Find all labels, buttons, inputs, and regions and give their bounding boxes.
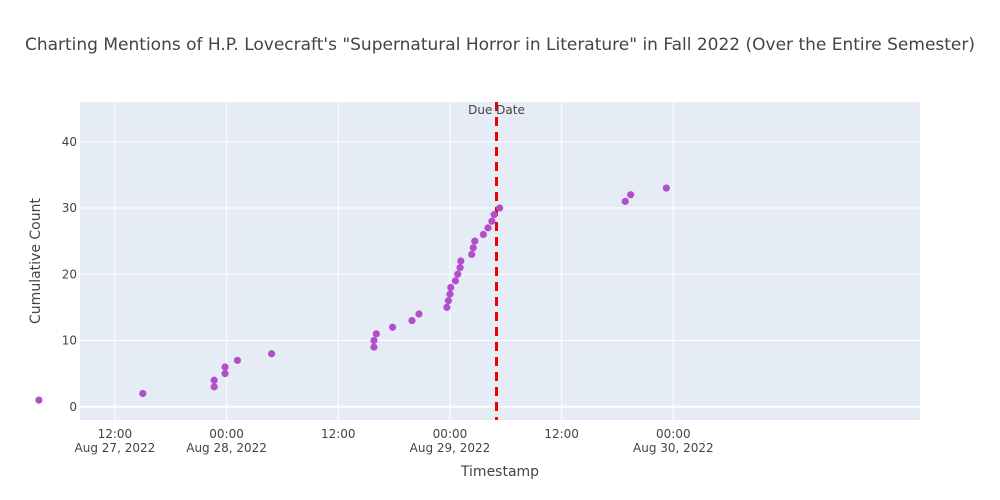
x-tick-date-label: Aug 29, 2022 (410, 441, 491, 455)
data-point[interactable] (370, 343, 378, 351)
data-point[interactable] (496, 204, 504, 212)
y-tick-label: 40 (62, 135, 77, 149)
data-point[interactable] (457, 257, 465, 265)
grid (80, 102, 920, 420)
data-point[interactable] (456, 264, 464, 272)
x-tick-date-label: Aug 27, 2022 (75, 441, 156, 455)
data-point[interactable] (451, 277, 460, 285)
data-point[interactable] (210, 376, 218, 384)
data-point[interactable] (621, 197, 629, 205)
data-point[interactable] (408, 317, 416, 325)
data-point[interactable] (469, 244, 477, 252)
data-point[interactable] (444, 297, 453, 305)
data-point[interactable] (233, 356, 242, 364)
x-axis-title: Timestamp (460, 464, 539, 480)
y-tick-label: 10 (62, 334, 77, 348)
x-tick-date-label: Aug 30, 2022 (633, 441, 714, 455)
data-point[interactable] (210, 383, 218, 391)
data-point[interactable] (490, 211, 498, 219)
data-point[interactable] (454, 270, 462, 278)
data-point[interactable] (139, 389, 147, 398)
data-point[interactable] (388, 323, 397, 331)
data-point[interactable] (488, 217, 496, 225)
data-point[interactable] (479, 230, 487, 239)
data-point[interactable] (447, 283, 455, 292)
x-tick-label: 12:00 (98, 427, 133, 441)
data-point[interactable] (662, 184, 670, 192)
data-point[interactable] (446, 290, 454, 298)
data-point[interactable] (443, 303, 451, 311)
x-tick-date-label: Aug 28, 2022 (186, 441, 267, 455)
scatter-points (35, 184, 670, 404)
data-point[interactable] (221, 370, 229, 378)
plot-area[interactable] (80, 102, 920, 420)
data-point[interactable] (484, 224, 492, 232)
data-point[interactable] (370, 336, 378, 345)
chart-title: Charting Mentions of H.P. Lovecraft's "S… (25, 35, 975, 55)
x-tick-label: 12:00 (544, 427, 579, 441)
data-point[interactable] (35, 396, 43, 404)
data-point[interactable] (468, 250, 476, 258)
data-point[interactable] (372, 330, 380, 338)
y-tick-label: 0 (69, 400, 77, 414)
y-axis-title: Cumulative Count (28, 198, 44, 324)
data-point[interactable] (627, 191, 635, 199)
data-point[interactable] (221, 363, 229, 371)
data-point[interactable] (471, 237, 479, 245)
y-tick-label: 20 (62, 267, 77, 281)
due-date-label: Due Date (468, 103, 525, 117)
x-tick-label: 00:00 (209, 427, 244, 441)
x-tick-label: 00:00 (656, 427, 691, 441)
due-date-marker: Due Date (468, 102, 525, 420)
data-point[interactable] (267, 350, 276, 358)
y-tick-label: 30 (62, 201, 77, 215)
x-tick-label: 00:00 (433, 427, 468, 441)
data-point[interactable] (415, 310, 423, 318)
x-tick-label: 12:00 (321, 427, 356, 441)
